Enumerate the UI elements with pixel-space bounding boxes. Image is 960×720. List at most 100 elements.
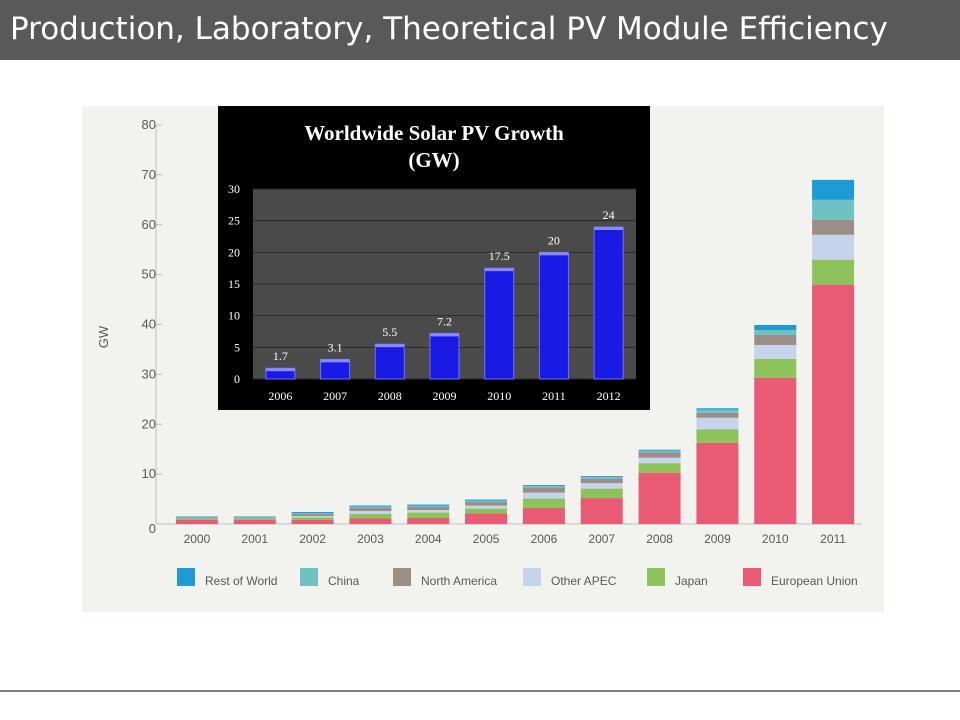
bar-china-2008: [638, 450, 681, 453]
title-bar: Production, Laboratory, Theoretical PV M…: [0, 0, 960, 60]
bar-european-union-2007: [580, 498, 623, 524]
inset-data-label-2007: 3.1: [328, 340, 343, 354]
x-tick-label: 2009: [704, 532, 731, 546]
x-tick-label: 2007: [588, 532, 615, 546]
bar-european-union-2004: [407, 518, 450, 524]
inset-bar-2012: [593, 226, 624, 380]
bar-rest-of-world-2004: [407, 504, 450, 506]
bar-north-america-2010: [754, 334, 797, 345]
y-tick-label: 10: [142, 466, 156, 481]
bar-japan-2002: [291, 517, 334, 521]
bar-rest-of-world-2011: [812, 179, 855, 200]
bar-north-america-2008: [638, 452, 681, 458]
y-tick-label: 50: [142, 267, 156, 282]
bar-china-2011: [812, 199, 855, 220]
inset-y-tick-label: 10: [228, 309, 240, 323]
bar-rest-of-world-2006: [522, 485, 565, 487]
inset-y-tick-label: 0: [234, 372, 240, 386]
inset-y-tick-label: 20: [228, 245, 240, 259]
x-tick-label: 2004: [415, 532, 442, 546]
bar-china-2003: [349, 506, 392, 509]
x-tick-label: 2001: [241, 532, 268, 546]
bar-china-2010: [754, 329, 797, 335]
bar-rest-of-world-2003: [349, 505, 392, 507]
bar-north-america-2001: [233, 517, 276, 519]
bar-other-apec-2005: [465, 505, 508, 509]
bar-japan-2004: [407, 512, 450, 519]
inset-chart-title-line-2: (GW): [408, 148, 460, 172]
bar-japan-2001: [233, 519, 276, 521]
inset-x-tick-label: 2011: [542, 389, 566, 403]
bar-japan-2007: [580, 488, 623, 499]
bar-japan-2008: [638, 463, 681, 473]
inset-y-tick-label: 5: [234, 340, 240, 354]
inset-bar-top-2006: [265, 368, 295, 372]
y-tick-label: 80: [142, 117, 156, 132]
slide-title: Production, Laboratory, Theoretical PV M…: [10, 11, 888, 47]
bar-north-america-2000: [175, 517, 218, 519]
legend-swatch-north-america: [393, 568, 411, 586]
bar-rest-of-world-2008: [638, 449, 681, 451]
legend-label-china: China: [328, 574, 360, 588]
inset-x-tick-label: 2007: [323, 389, 347, 403]
x-tick-label: 2002: [299, 532, 326, 546]
bar-japan-2005: [465, 508, 508, 514]
bar-north-america-2004: [407, 507, 450, 511]
inset-data-label-2006: 1.7: [273, 349, 288, 363]
legend-swatch-rest-of-world: [177, 568, 195, 586]
inset-bar-2010: [484, 267, 515, 380]
bar-japan-2000: [175, 519, 218, 521]
legend-label-north-america: North America: [421, 574, 497, 588]
inset-x-tick-label: 2012: [597, 389, 621, 403]
bar-north-america-2011: [812, 219, 855, 235]
x-tick-label: 2000: [184, 532, 211, 546]
bar-other-apec-2011: [812, 234, 855, 260]
bar-japan-2011: [812, 259, 855, 285]
bar-other-apec-2004: [407, 510, 450, 513]
y-tick-label: 30: [142, 366, 156, 381]
bar-other-apec-2006: [522, 492, 565, 499]
inset-data-label-2011: 20: [548, 233, 560, 247]
bar-north-america-2005: [465, 502, 508, 506]
bar-european-union-2010: [754, 377, 797, 524]
bar-north-america-2009: [696, 412, 739, 418]
bar-european-union-2006: [522, 508, 565, 524]
y-axis-label: GW: [96, 325, 111, 348]
x-tick-label: 2003: [357, 532, 384, 546]
legend-swatch-japan: [647, 568, 665, 586]
legend-label-european-union: European Union: [771, 574, 858, 588]
bar-north-america-2003: [349, 508, 392, 512]
legend-swatch-other-apec: [523, 568, 541, 586]
legend-swatch-china: [300, 568, 318, 586]
bar-japan-2009: [696, 429, 739, 443]
inset-bar-top-2011: [539, 252, 569, 256]
bar-european-union-2001: [233, 520, 276, 524]
inset-x-tick-label: 2008: [378, 389, 402, 403]
bar-rest-of-world-2007: [580, 476, 623, 478]
bar-other-apec-2003: [349, 511, 392, 515]
inset-chart-title-line-1: Worldwide Solar PV Growth: [304, 121, 564, 145]
bar-japan-2006: [522, 498, 565, 509]
x-tick-label: 2005: [473, 532, 500, 546]
bar-other-apec-2009: [696, 417, 739, 430]
x-tick-label: 2008: [646, 532, 673, 546]
bar-japan-2003: [349, 514, 392, 519]
x-tick-label: 2011: [820, 532, 846, 546]
inset-bar-top-2009: [430, 333, 459, 337]
inset-chart-title: Worldwide Solar PV Growth (GW): [218, 120, 650, 174]
bar-other-apec-2008: [638, 457, 681, 464]
bar-european-union-2008: [638, 472, 681, 524]
legend-label-rest-of-world: Rest of World: [205, 574, 277, 588]
bar-north-america-2006: [522, 487, 565, 493]
y-tick-label: 60: [142, 217, 156, 232]
bar-european-union-2000: [175, 520, 218, 524]
bar-other-apec-2002: [291, 516, 334, 518]
inset-bar-2011: [538, 251, 569, 380]
inset-bar-top-2007: [320, 359, 350, 363]
inset-bar-top-2012: [594, 227, 624, 230]
y-tick-label: 70: [142, 167, 156, 182]
bar-north-america-2007: [580, 478, 623, 484]
bar-rest-of-world-2002: [291, 512, 334, 514]
bar-japan-2010: [754, 358, 797, 378]
